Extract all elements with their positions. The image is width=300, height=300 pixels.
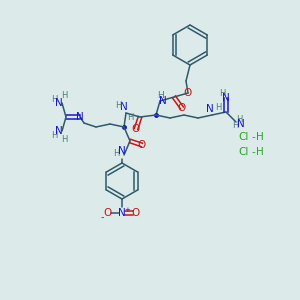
Text: N: N [118, 146, 126, 156]
Text: N: N [206, 104, 214, 114]
Text: H: H [115, 100, 121, 109]
Text: N: N [76, 112, 84, 122]
Text: Cl: Cl [238, 132, 248, 142]
Text: H: H [61, 91, 67, 100]
Text: N: N [118, 208, 126, 218]
Text: O: O [178, 103, 186, 113]
Text: Cl: Cl [238, 147, 248, 157]
Text: O: O [184, 88, 192, 98]
Text: H: H [256, 147, 264, 157]
Text: H: H [127, 112, 133, 122]
Text: O: O [138, 140, 146, 150]
Text: H: H [219, 88, 225, 98]
Text: O: O [104, 208, 112, 218]
Text: N: N [55, 98, 63, 108]
Text: N: N [222, 93, 230, 103]
Text: H: H [215, 103, 221, 112]
Text: O: O [132, 208, 140, 218]
Text: H: H [51, 130, 57, 140]
Text: N: N [55, 126, 63, 136]
Text: H: H [113, 148, 119, 158]
Text: H: H [232, 122, 238, 130]
Text: -: - [251, 132, 255, 142]
Text: O: O [132, 124, 140, 134]
Text: H: H [256, 132, 264, 142]
Text: N: N [237, 119, 245, 129]
Text: N: N [159, 96, 167, 106]
Text: H: H [61, 134, 67, 143]
Text: H: H [157, 92, 164, 100]
Text: +: + [124, 207, 130, 213]
Text: -: - [100, 212, 104, 222]
Text: H: H [51, 94, 57, 103]
Text: H: H [236, 115, 242, 124]
Text: -: - [251, 147, 255, 157]
Text: N: N [120, 102, 128, 112]
